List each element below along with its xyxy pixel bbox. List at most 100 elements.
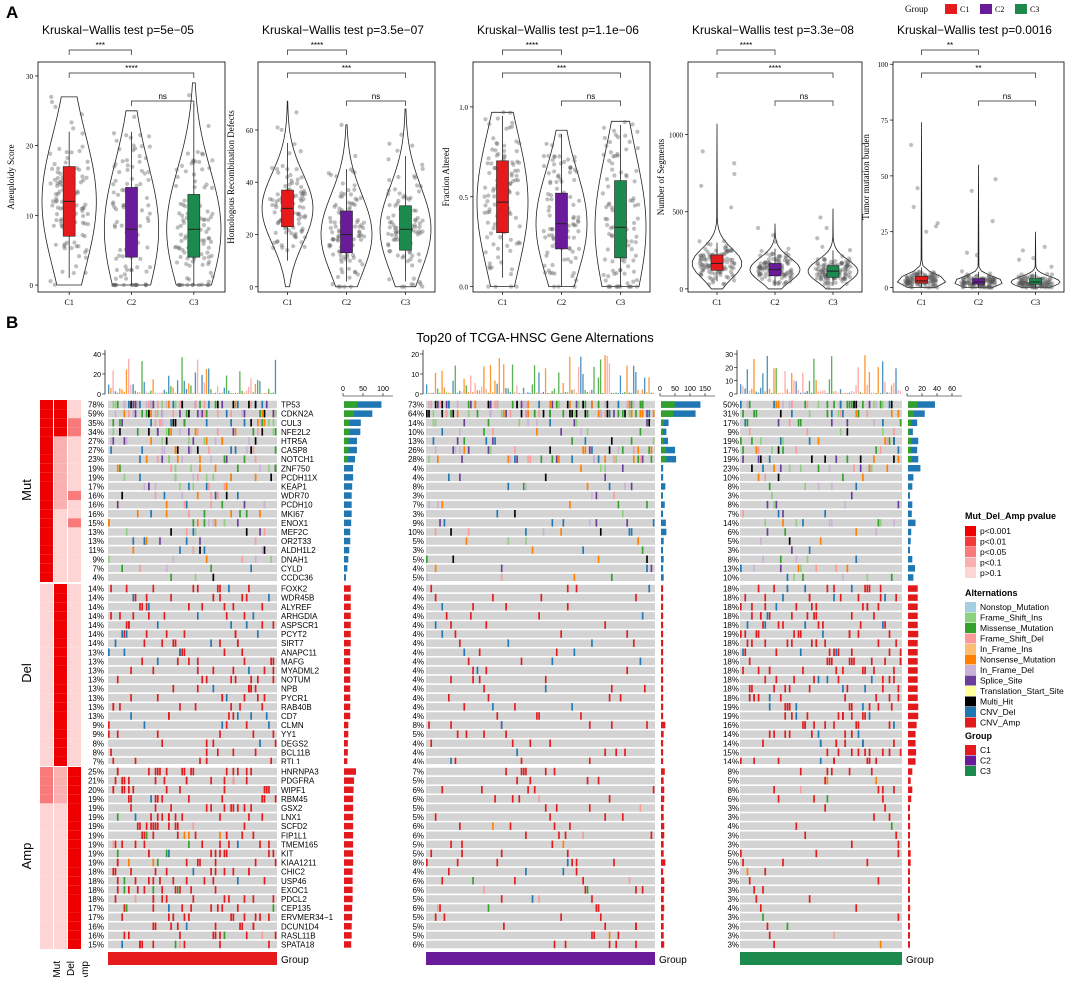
data-point (391, 213, 396, 218)
annotation-cell (68, 563, 81, 573)
pct-label: 18% (723, 657, 739, 666)
data-point (631, 258, 636, 263)
data-point (112, 225, 118, 230)
annotation-cell (54, 885, 67, 895)
top-bar (522, 387, 525, 394)
x-tick-label: C3 (616, 298, 625, 307)
alteration-cell (764, 867, 767, 876)
annotation-cell (40, 738, 53, 748)
data-point (732, 261, 737, 266)
alteration-cell (201, 603, 204, 611)
data-point (1016, 282, 1021, 287)
alteration-cell (212, 684, 215, 693)
alteration-cell (185, 877, 188, 885)
alteration-cell (797, 630, 800, 638)
pct-label: 14% (88, 585, 104, 594)
alteration-cell (121, 786, 124, 794)
alteration-cell (225, 849, 228, 858)
alteration-cell (154, 922, 157, 930)
data-point (822, 281, 828, 287)
annotation-cell (40, 536, 53, 546)
alteration-cell (875, 776, 878, 785)
data-point (570, 274, 575, 279)
alteration-cell (461, 455, 463, 463)
alteration-cell (505, 767, 507, 776)
top-bar (128, 358, 130, 394)
pct-label: 14% (88, 603, 104, 612)
alteration-cell (855, 400, 858, 409)
pct-label: 19% (88, 822, 104, 831)
data-point (51, 223, 56, 228)
data-point (174, 167, 179, 172)
data-point (573, 255, 578, 261)
alteration-cell (236, 767, 239, 776)
data-point (1029, 284, 1034, 289)
top-bar (525, 392, 527, 394)
alteration-cell (525, 831, 527, 839)
data-point (545, 191, 551, 197)
alteration-cell (487, 419, 490, 427)
alteration-cell (806, 428, 809, 436)
top-bar (848, 392, 851, 394)
data-point (133, 282, 138, 288)
violin-C3 (594, 120, 647, 288)
data-point (629, 239, 634, 244)
alteration-cell (890, 573, 893, 582)
data-point (546, 208, 551, 213)
data-point (847, 256, 852, 261)
data-point (54, 183, 60, 188)
top-bar (746, 369, 748, 394)
alteration-cell (467, 400, 470, 409)
gene-label: NPB (281, 685, 297, 694)
alteration-cell (630, 482, 633, 491)
data-point (988, 279, 993, 284)
pct-label: 7% (92, 564, 104, 573)
data-point (138, 133, 143, 138)
alteration-cell (784, 712, 787, 720)
pct-label: 10% (723, 574, 739, 583)
data-point (820, 244, 825, 249)
data-point (299, 198, 304, 203)
alteration-cell (141, 831, 144, 839)
row-count-bar (908, 483, 913, 490)
alteration-cell (214, 464, 217, 472)
alteration-cell (248, 437, 250, 445)
alteration-cell (459, 428, 461, 436)
data-point (777, 259, 782, 264)
gene-row-bg (108, 630, 277, 638)
gene-row-bg (108, 666, 277, 675)
alteration-cell (779, 564, 782, 573)
alteration-cell (259, 510, 261, 518)
gene-row-bg (108, 804, 277, 812)
alteration-cell (890, 400, 893, 409)
data-point (202, 256, 207, 261)
data-point (614, 270, 619, 276)
data-point (483, 117, 488, 122)
top-bar (795, 381, 797, 394)
data-point (142, 171, 147, 176)
row-count-bar (344, 612, 351, 620)
data-point (336, 238, 341, 243)
data-point (610, 259, 615, 264)
alt-label: Nonsense_Mutation (980, 655, 1056, 665)
row-count-bar (344, 410, 373, 417)
alteration-cell (740, 630, 742, 638)
y-axis-label: Number of Segments (656, 138, 666, 215)
pct-label: 16% (88, 492, 104, 501)
data-point (781, 272, 786, 277)
annotation-cell (68, 776, 81, 786)
alteration-cell (248, 584, 250, 593)
gene-row-bg (108, 904, 277, 912)
data-point (347, 258, 352, 263)
alteration-cell (154, 822, 157, 830)
data-point (604, 177, 610, 182)
alt-legend-title: Alternations (965, 588, 1018, 598)
alteration-cell (492, 822, 494, 830)
alteration-cell (782, 858, 784, 867)
pct-label: 64% (408, 410, 424, 419)
pct-label: 19% (88, 464, 104, 473)
data-point (787, 273, 792, 278)
gene-row-bg (426, 612, 655, 620)
data-point (926, 276, 932, 281)
alteration-cell (230, 473, 232, 482)
